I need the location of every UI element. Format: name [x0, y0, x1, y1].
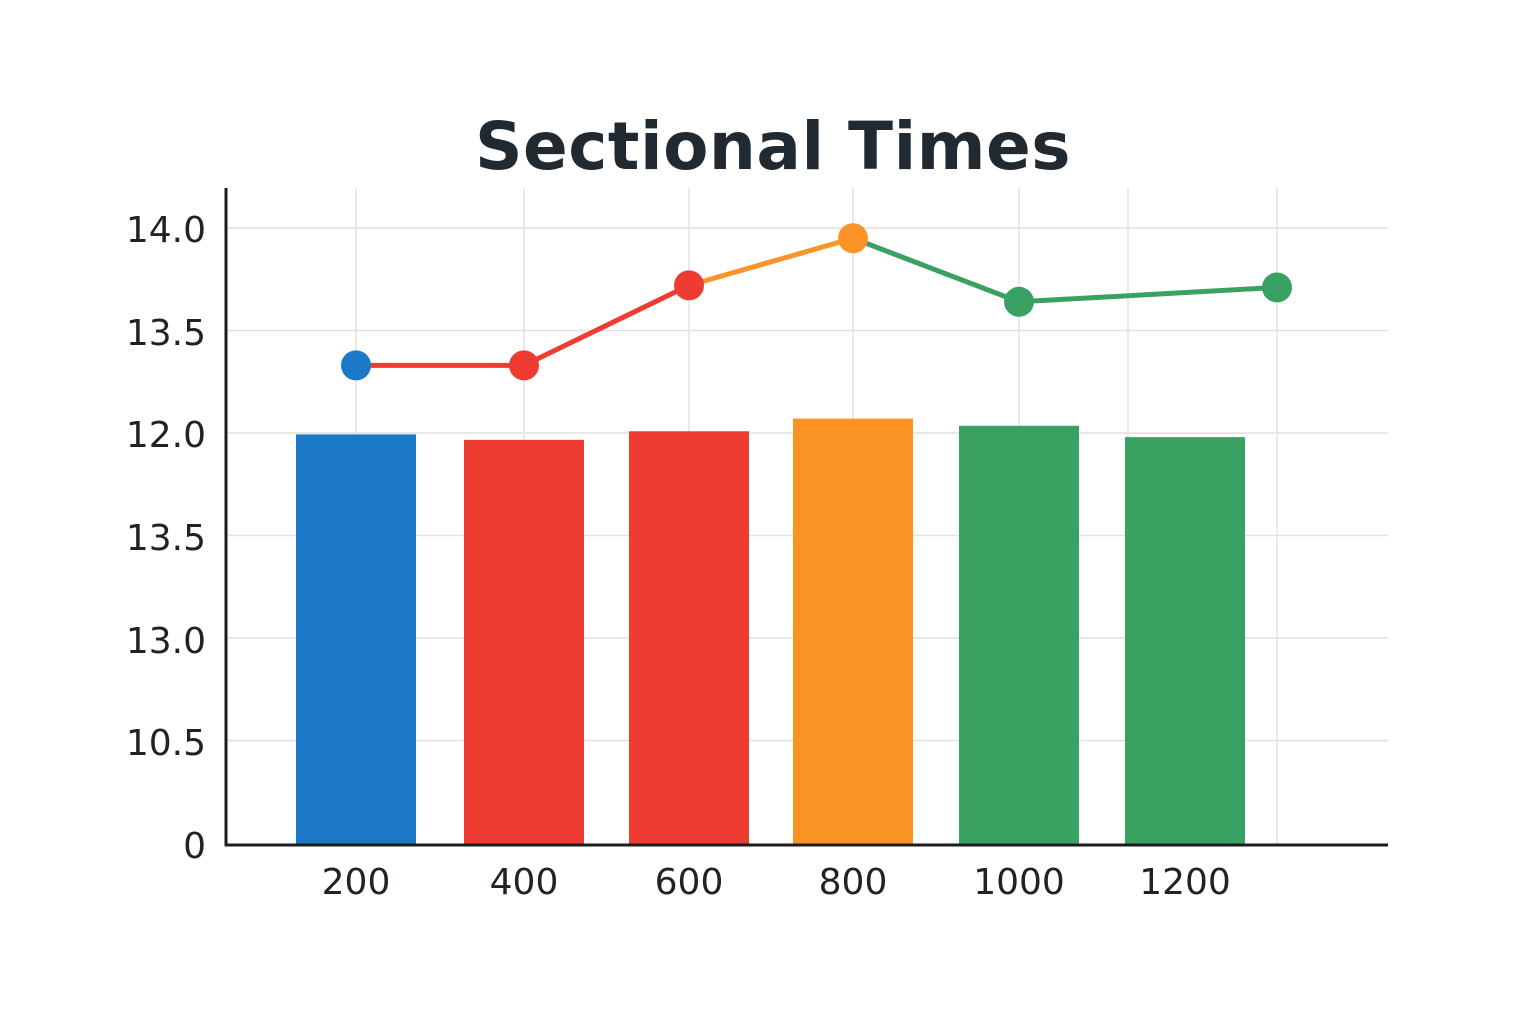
- line-point-600: [674, 270, 704, 301]
- x-tick-label: 600: [655, 862, 724, 903]
- y-tick-label: 12.0: [126, 415, 206, 456]
- line-point-400: [509, 350, 539, 381]
- y-tick-label: 14.0: [126, 210, 206, 251]
- x-tick-labels: 200 400 600 800 1000 1200: [322, 862, 1231, 903]
- bar-1200: [1125, 437, 1245, 845]
- bars: [296, 418, 1245, 845]
- bar-600: [629, 431, 749, 845]
- chart-title: Sectional Times: [474, 108, 1072, 185]
- bar-200: [296, 434, 416, 845]
- line-segment: [1016, 284, 1280, 305]
- line-point-200: [341, 350, 371, 381]
- bar-1000: [959, 425, 1079, 845]
- line-segment: [850, 235, 1022, 305]
- x-tick-label: 1200: [1139, 862, 1231, 903]
- x-tick-label: 800: [819, 862, 888, 903]
- y-tick-labels: 0 10.5 13.0 13.5 12.0 13.5 14.0: [126, 210, 206, 867]
- y-tick-label: 13.5: [126, 313, 206, 354]
- series-line: [341, 223, 1292, 381]
- axes: [224, 188, 1388, 847]
- x-tick-label: 200: [322, 862, 391, 903]
- line-segment: [521, 282, 692, 368]
- x-tick-label: 1000: [973, 862, 1065, 903]
- y-tick-label: 10.5: [126, 723, 206, 764]
- line-point-800: [838, 223, 868, 254]
- bar-400: [464, 439, 584, 845]
- y-tick-label: 13.0: [126, 621, 206, 662]
- y-tick-label: 13.5: [126, 518, 206, 559]
- line-segment: [686, 235, 856, 288]
- y-tick-label: 0: [183, 826, 206, 867]
- line-point-1200: [1262, 272, 1292, 303]
- bar-800: [793, 418, 913, 845]
- x-tick-label: 400: [490, 862, 559, 903]
- line-point-1000: [1004, 286, 1034, 317]
